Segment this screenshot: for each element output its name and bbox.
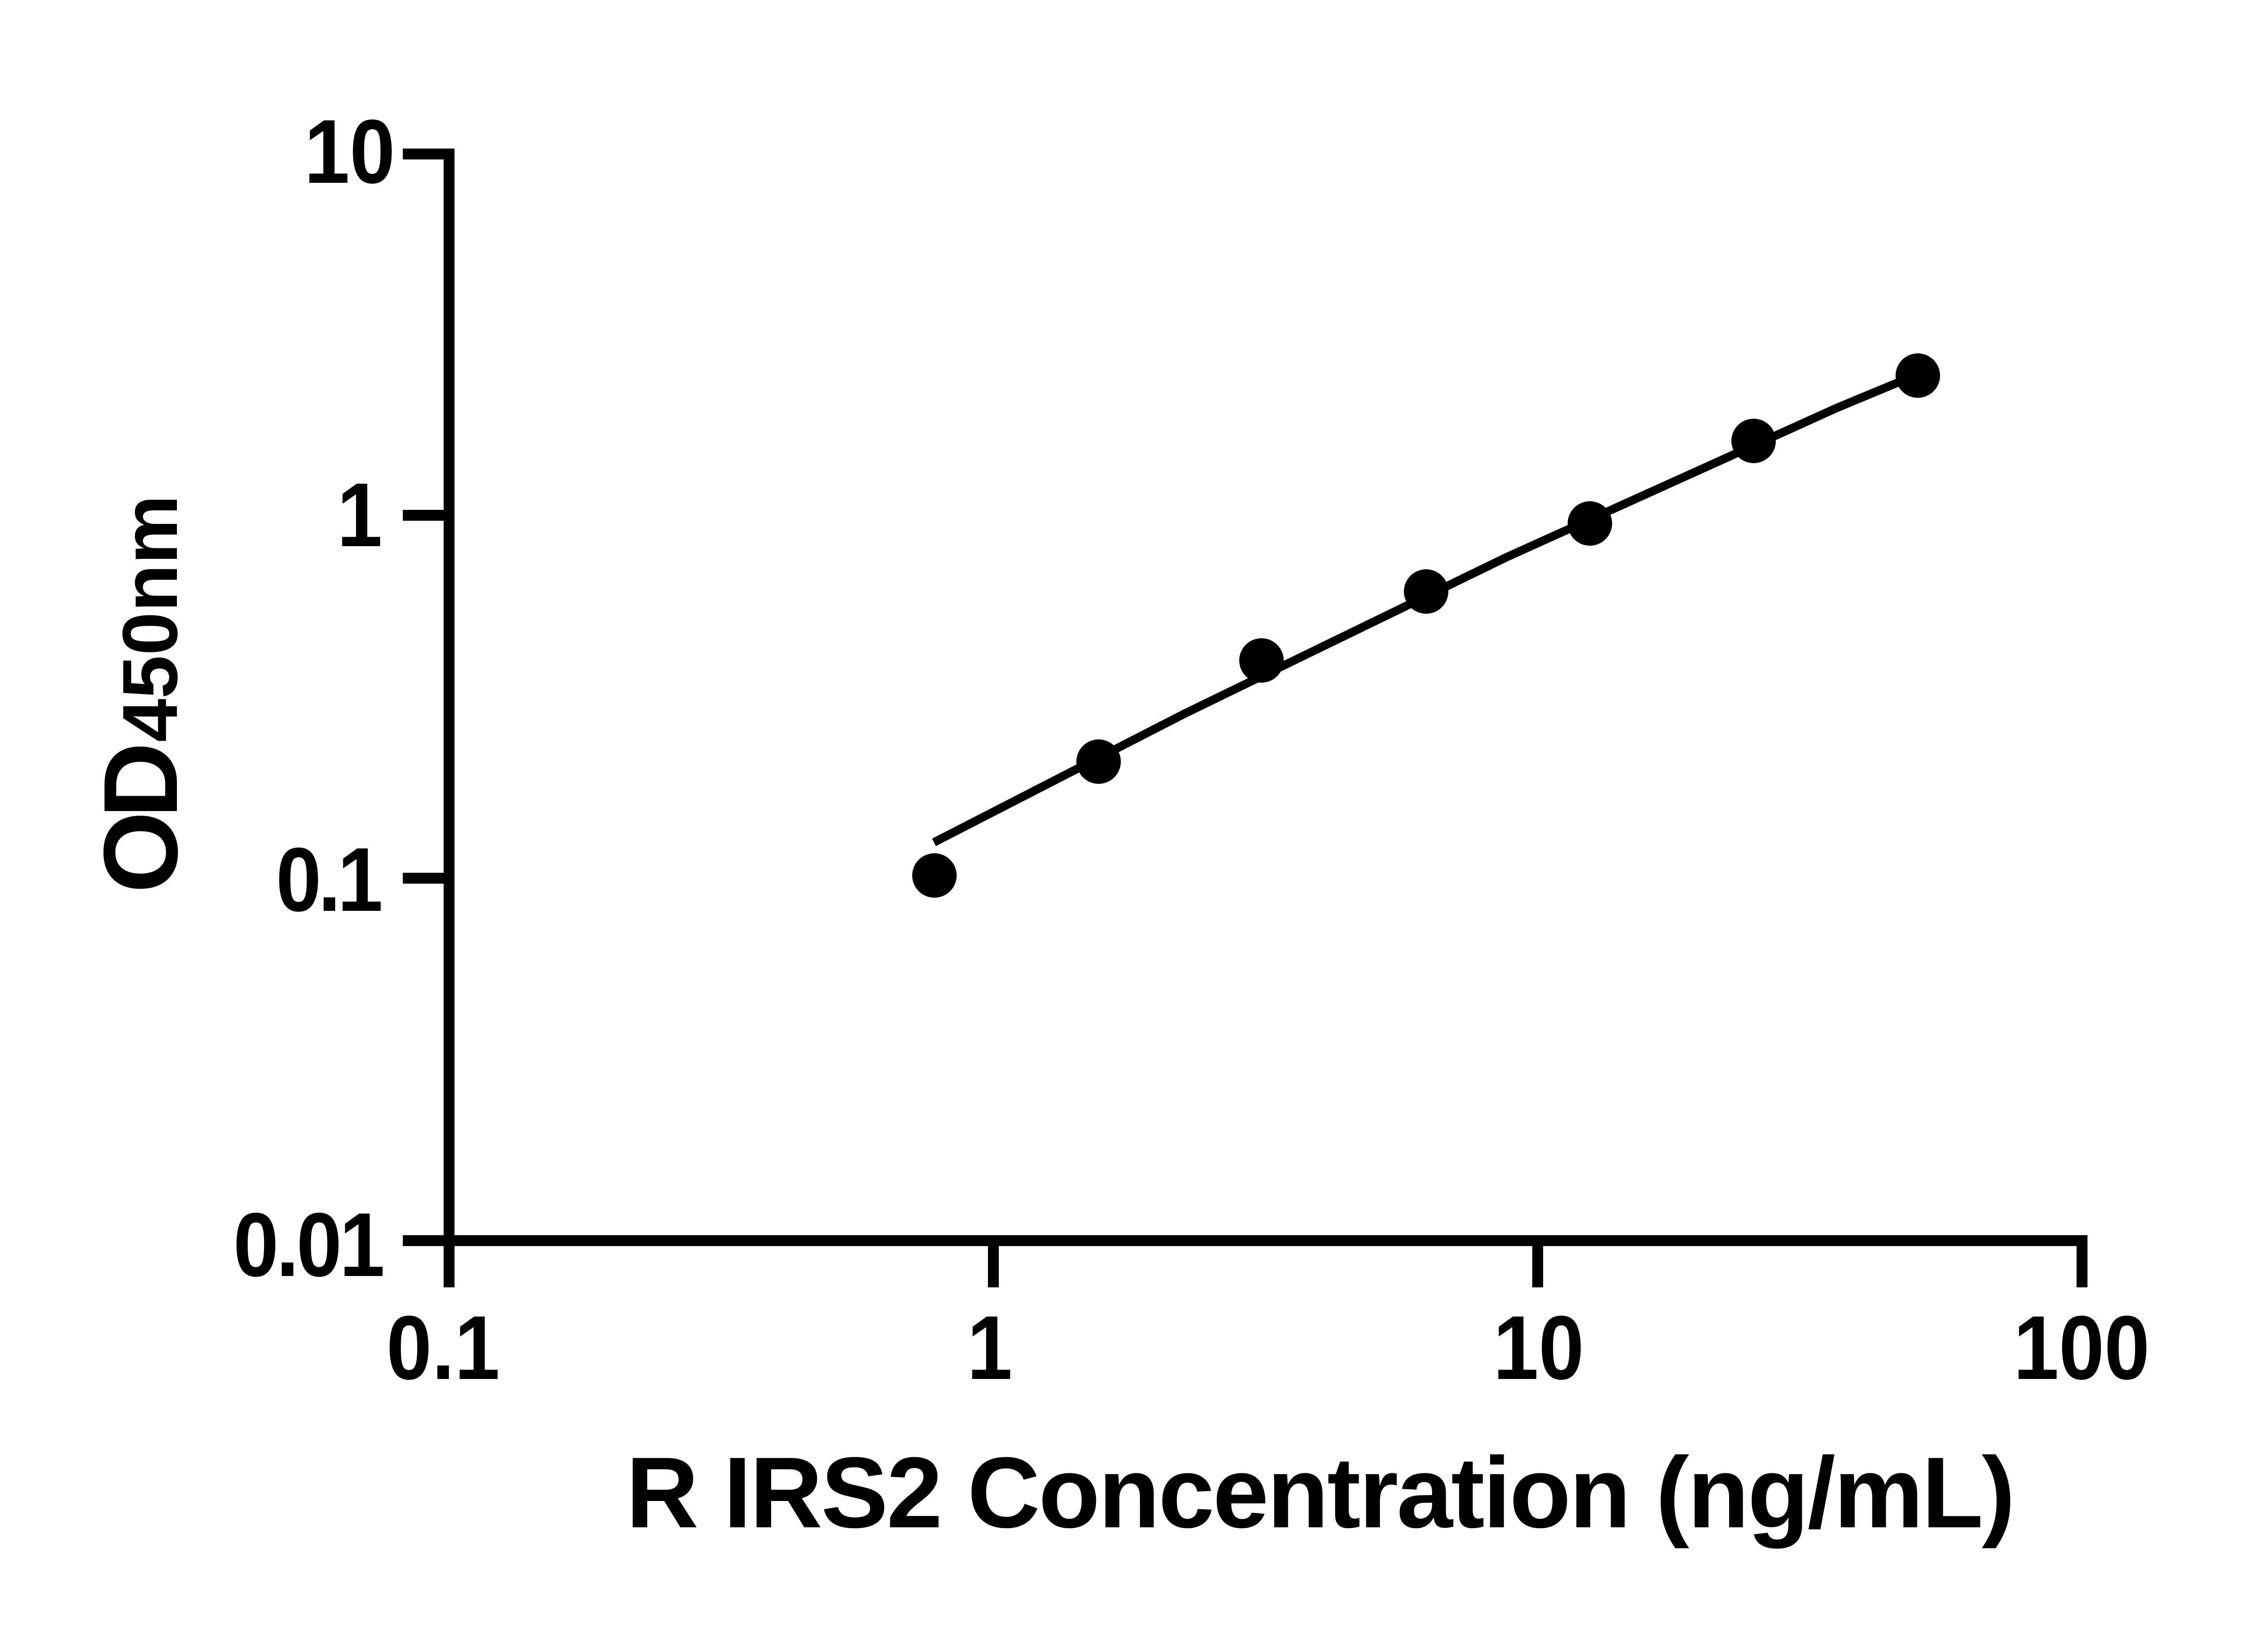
svg-text:R IRS2 Concentration (ng/mL): R IRS2 Concentration (ng/mL) xyxy=(626,1437,2014,1549)
svg-text:1: 1 xyxy=(337,464,382,566)
svg-text:1: 1 xyxy=(967,1297,1012,1398)
svg-text:0.01: 0.01 xyxy=(233,1194,383,1296)
svg-text:10: 10 xyxy=(304,101,395,202)
svg-text:0.1: 0.1 xyxy=(386,1297,500,1398)
svg-text:100: 100 xyxy=(2014,1297,2150,1398)
svg-text:0.1: 0.1 xyxy=(276,829,381,930)
svg-text:10: 10 xyxy=(1493,1297,1584,1398)
svg-text:OD450nm: OD450nm xyxy=(82,495,200,893)
